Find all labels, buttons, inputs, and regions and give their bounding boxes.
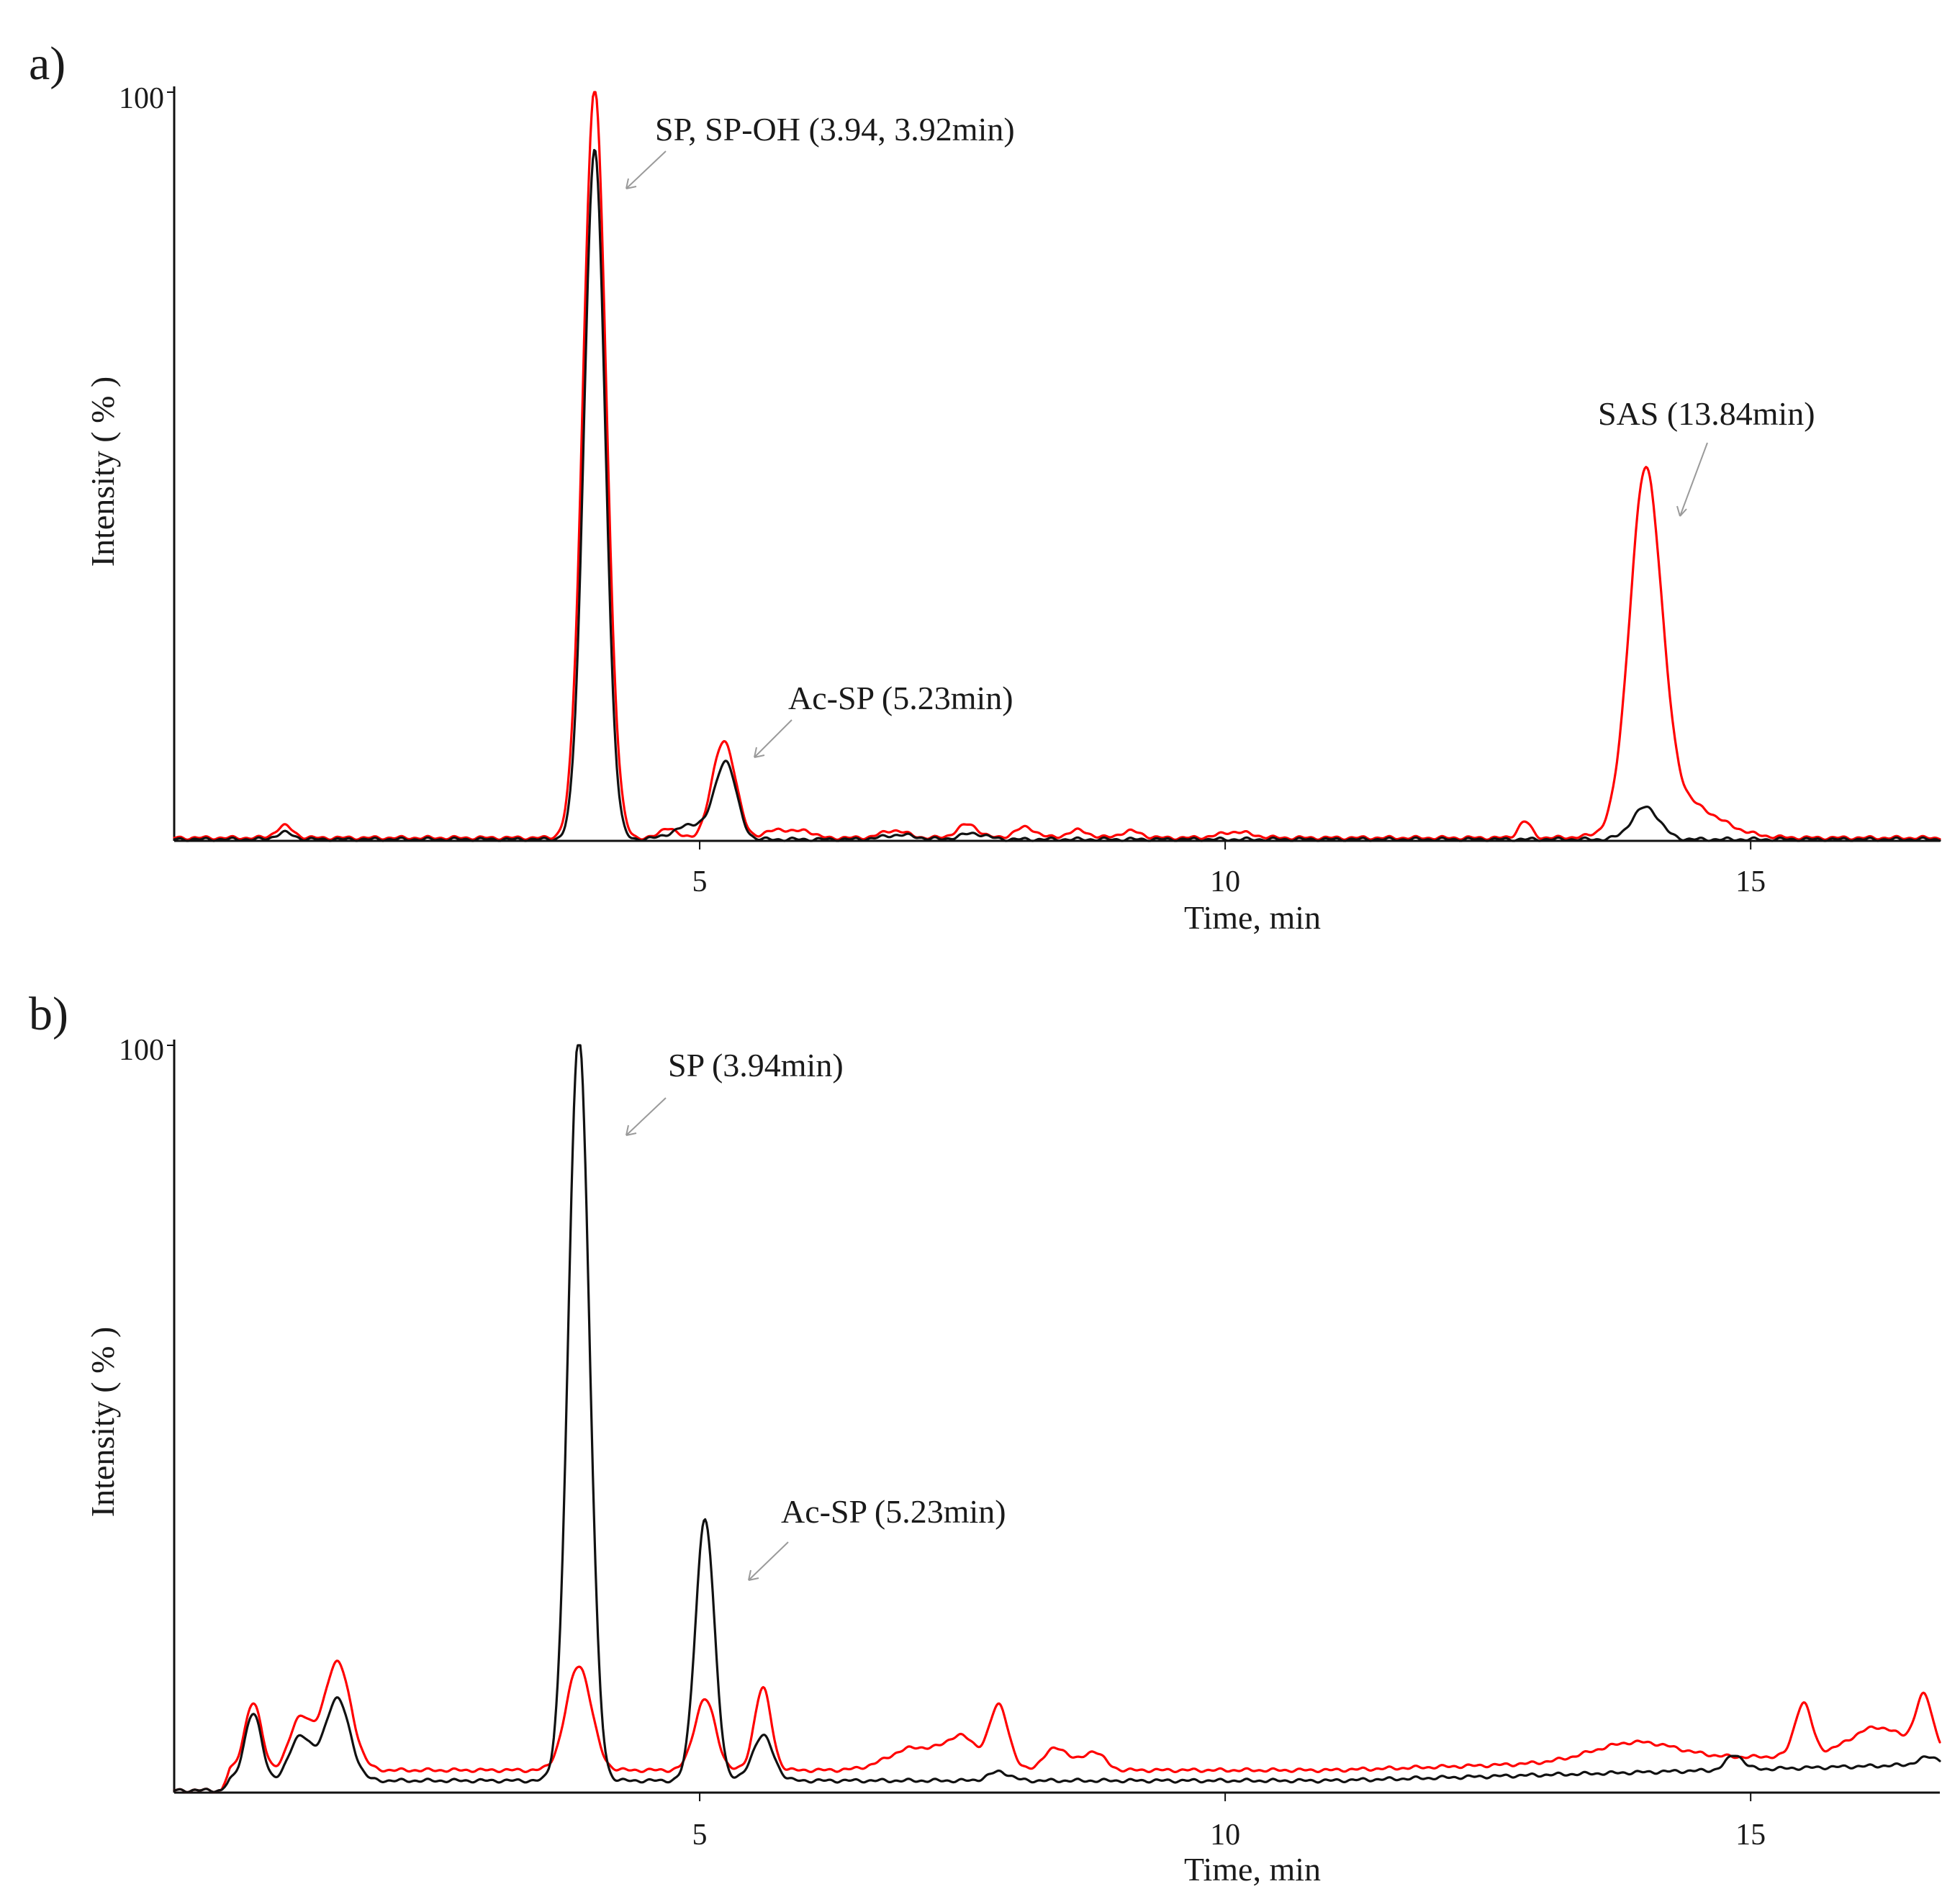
panel-b-arrow-ac-sp <box>748 1541 789 1581</box>
panel-a-xtick-label-15: 15 <box>1735 865 1766 898</box>
panel-a-label: a) <box>29 37 66 90</box>
panel-a-arrow-sas <box>1679 442 1708 517</box>
panel-b-label: b) <box>29 988 68 1040</box>
panel-a-annotation-sp-sp-oh: SP, SP-OH (3.94, 3.92min) <box>655 111 1015 148</box>
panel-b-annotation-sp: SP (3.94min) <box>668 1047 844 1083</box>
panel-b-arrowhead-sp <box>626 1125 637 1136</box>
panel-a: a) 100 Intensity ( % ) 5 10 15 Time, min S… <box>29 37 1941 936</box>
panel-a-xtick-label-10: 10 <box>1210 865 1240 898</box>
panel-a-red-trace <box>173 91 1941 841</box>
panel-a-plot-area: 5 10 15 <box>167 86 1941 898</box>
panel-a-ytick-100: 100 <box>119 82 164 115</box>
panel-a-xtick-label-5: 5 <box>692 865 708 898</box>
panel-b-arrowhead-ac-sp <box>748 1569 759 1581</box>
panel-a-arrowhead-ac-sp <box>754 747 765 758</box>
panel-b-black-trace <box>173 1044 1941 1793</box>
panel-b-y-axis-title: Intensity ( % ) <box>84 1327 121 1517</box>
panel-a-y-axis-title: Intensity ( % ) <box>84 377 121 567</box>
panel-b-xtick-label-5: 5 <box>692 1819 708 1852</box>
panel-a-black-trace <box>173 148 1941 842</box>
panel-b-x-axis-title: Time, min <box>1184 1851 1321 1888</box>
panel-b-ytick-100: 100 <box>119 1034 164 1067</box>
panel-b-arrow-sp <box>626 1097 667 1136</box>
panel-a-annotation-sas: SAS (13.84min) <box>1598 395 1815 432</box>
panel-a-annotation-ac-sp: Ac-SP (5.23min) <box>788 680 1013 716</box>
panel-b-red-trace <box>173 1659 1941 1793</box>
panel-a-arrowhead-sp-sp-oh <box>626 178 637 189</box>
panel-b: b) 100 Intensity ( % ) 5 10 15 Time, min S… <box>29 988 1941 1888</box>
panel-a-arrowhead-sas <box>1676 505 1687 517</box>
panel-a-arrow-sp-sp-oh <box>626 150 667 189</box>
panel-a-x-axis-title: Time, min <box>1184 899 1321 936</box>
panel-b-plot-area: 5 10 15 <box>167 1040 1941 1852</box>
panel-b-xtick-label-10: 10 <box>1210 1819 1240 1852</box>
panel-b-annotation-ac-sp: Ac-SP (5.23min) <box>781 1493 1006 1530</box>
panel-a-arrow-ac-sp <box>754 719 792 758</box>
panel-b-xtick-label-15: 15 <box>1735 1819 1766 1852</box>
